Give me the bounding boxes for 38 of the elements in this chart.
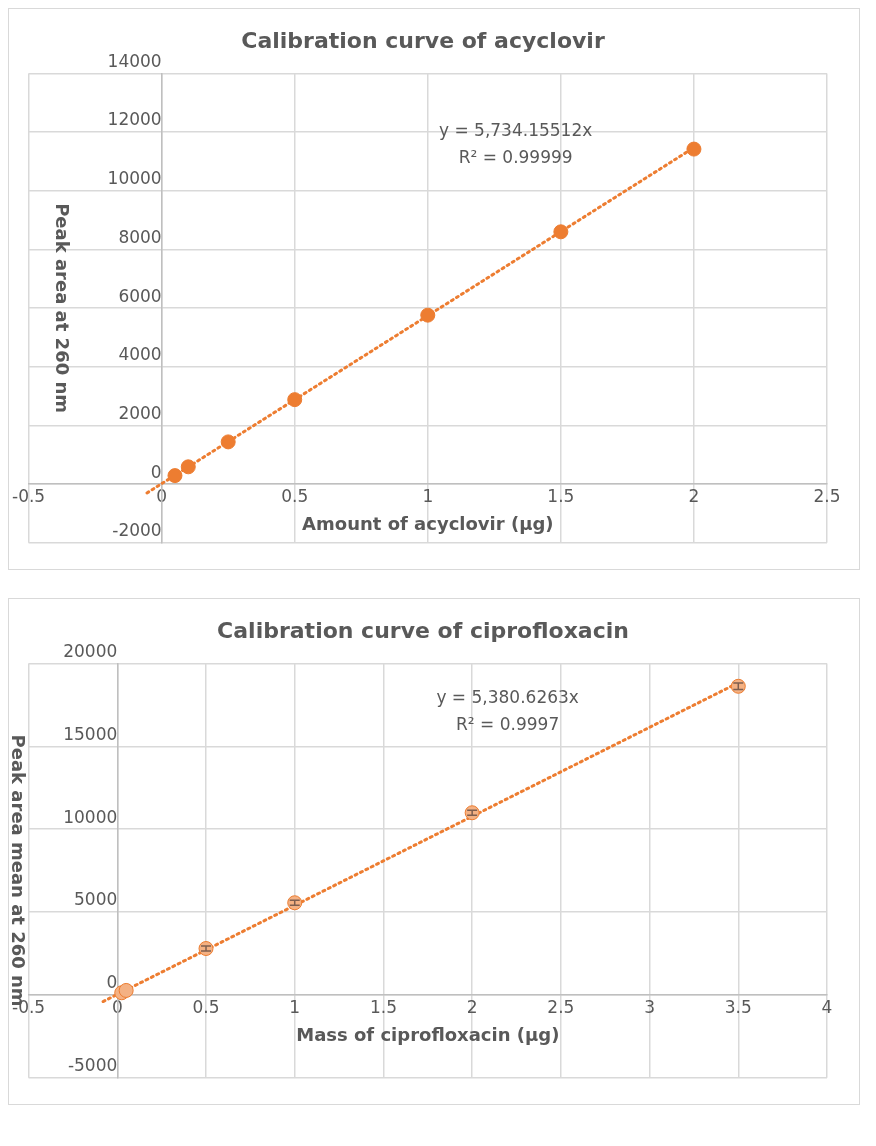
x-tick-label: 3 <box>644 996 655 1017</box>
x-tick-label: 2.5 <box>547 996 575 1017</box>
x-tick-label: 1.5 <box>369 996 397 1017</box>
y-tick-label: 6000 <box>118 285 162 306</box>
x-tick-label: 2 <box>688 485 700 506</box>
y-axis-title: Peak area at 260 nm <box>52 203 74 414</box>
x-tick-label: 2.5 <box>813 485 841 506</box>
y-tick-label: -5000 <box>67 1055 118 1076</box>
y-tick-label: 0 <box>150 461 162 482</box>
x-tick-label: 0.5 <box>192 996 220 1017</box>
y-tick-label: -2000 <box>112 520 162 541</box>
y-tick-label: 0 <box>106 972 118 993</box>
y-tick-label: 10000 <box>107 168 162 189</box>
y-tick-label: 8000 <box>118 226 162 247</box>
annotation: R² = 0.99999 <box>458 147 573 168</box>
x-axis-title: Mass of ciprofloxacin (µg) <box>296 1023 560 1045</box>
x-axis-title: Amount of acyclovir (µg) <box>302 513 554 534</box>
chart-title: Calibration curve of acyclovir <box>241 27 605 53</box>
x-tick-label: 1 <box>289 996 301 1017</box>
y-tick-label: 12000 <box>107 109 162 130</box>
y-tick-label: 5000 <box>74 889 118 910</box>
y-tick-label: 2000 <box>118 402 162 423</box>
x-tick-label: 1 <box>422 485 434 506</box>
x-tick-label: 4 <box>821 996 833 1017</box>
x-tick-label: 2 <box>466 996 478 1017</box>
y-tick-label: 14000 <box>107 50 162 71</box>
x-tick-label: 3.5 <box>724 996 752 1017</box>
y-tick-label: 15000 <box>63 723 118 744</box>
x-tick-label: -0.5 <box>12 485 46 506</box>
x-tick-label: 1.5 <box>547 485 575 506</box>
x-tick-label: 0.5 <box>281 485 309 506</box>
y-tick-label: 20000 <box>63 640 118 661</box>
annotation: R² = 0.9997 <box>456 714 560 735</box>
y-tick-label: 4000 <box>118 344 162 365</box>
chart-title: Calibration curve of ciprofloxacin <box>217 617 629 643</box>
annotation: y = 5,380.6263x <box>436 687 579 708</box>
y-tick-label: 10000 <box>63 806 118 827</box>
annotation: y = 5,734.15512x <box>438 120 593 141</box>
